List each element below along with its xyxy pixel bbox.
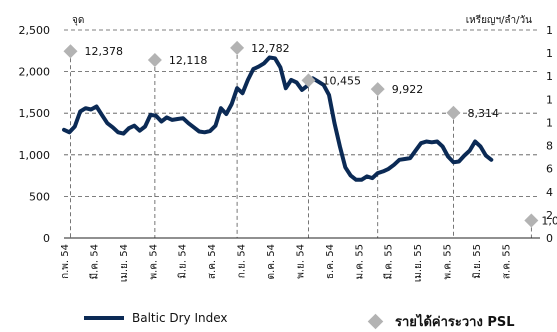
right-tick-label: 1	[546, 93, 553, 106]
x-tick-label: ธ.ค. 54	[325, 244, 336, 279]
marker-drop-lines	[70, 47, 532, 238]
psl-marker	[524, 213, 539, 228]
legend-line-swatch	[84, 316, 124, 320]
series-baltic-dry-index	[62, 55, 494, 182]
x-tick-label: มี.ค. 54	[88, 244, 100, 280]
x-tick-label: พ.ย. 54	[295, 244, 306, 279]
psl-data-label: 12,118	[169, 54, 208, 67]
x-tick-label: เม.ย. 54	[119, 244, 130, 282]
y-tick-label: 2,000	[19, 66, 51, 79]
right-tick-label: 1	[546, 116, 553, 129]
psl-data-label: 8,314	[467, 107, 499, 120]
x-tick-label: ม.ค. 55	[354, 244, 365, 280]
psl-data-label: 10,455	[322, 74, 361, 87]
x-tick-label: มิ.ย. 54	[178, 244, 189, 279]
psl-marker	[63, 44, 78, 59]
x-tick-label: ส.ค. 54	[207, 244, 218, 279]
y-tick-label: 0	[43, 232, 50, 245]
legend-diamond-swatch	[367, 313, 384, 330]
x-tick-label: ก.พ. 54	[60, 244, 71, 279]
y-tick-label: 2,500	[19, 24, 51, 37]
bdi-line	[62, 55, 494, 182]
y-tick-label: 1,500	[19, 107, 51, 120]
x-tick-label: ส.ค. 55	[501, 244, 512, 279]
legend-line-label: Baltic Dry Index	[132, 311, 228, 325]
right-tick-label: 1	[546, 24, 553, 37]
right-axis-ticks: 0 2 4 6 8 1 1 1 1 1	[546, 24, 553, 245]
x-tick-label: มี.ค. 55	[383, 244, 395, 280]
psl-marker	[301, 73, 316, 88]
x-tick-label: พ.ค. 55	[443, 244, 454, 280]
legend-item-marker: รายได้ค่าระวาง PSL	[367, 311, 515, 332]
x-tick-label: ต.ค. 54	[266, 244, 277, 279]
x-tick-label: พ.ค. 54	[148, 244, 159, 280]
right-tick-label: 8	[546, 140, 553, 153]
psl-data-label: 1,021	[541, 215, 557, 228]
legend-item-line: Baltic Dry Index	[84, 311, 228, 325]
x-tick-label: มิ.ย. 55	[472, 244, 483, 279]
psl-marker	[147, 52, 162, 67]
right-tick-label: 1	[546, 47, 553, 60]
legend-marker-label: รายได้ค่าระวาง PSL	[395, 315, 515, 330]
y-tick-label: 500	[29, 190, 50, 203]
right-tick-label: 2	[546, 209, 553, 222]
right-axis-unit: เหรียญฯ/ลำ/วัน	[466, 14, 532, 26]
y-tick-label: 1,000	[19, 149, 51, 162]
right-tick-label: 4	[546, 186, 553, 199]
x-axis-ticks: ก.พ. 54 มี.ค. 54 เม.ย. 54 พ.ค. 54 มิ.ย. 54 ส.…	[60, 244, 512, 282]
x-tick-label: เม.ย. 55	[413, 244, 424, 282]
psl-data-label: 12,782	[251, 42, 290, 55]
left-axis-unit: จุด	[72, 15, 84, 26]
chart-svg: 0 500 1,000 1,500 2,000 2,500 0 2 4 6 8 1 1 1 1 1 ก.พ.…	[19, 14, 557, 282]
psl-marker	[370, 82, 385, 97]
right-tick-label: 0	[546, 232, 553, 245]
left-axis-ticks: 0 500 1,000 1,500 2,000 2,500	[19, 24, 51, 245]
x-tick-label: ก.ย. 54	[237, 244, 248, 278]
grid-lines	[64, 29, 540, 197]
psl-marker	[446, 105, 461, 120]
psl-data-label: 9,922	[392, 83, 424, 96]
psl-data-label: 12,378	[84, 45, 123, 58]
right-tick-label: 1	[546, 70, 553, 83]
series-psl-freight-markers: 12,378 12,118 12,782 10,455 9,922 8,314 1,021	[63, 40, 557, 228]
psl-marker	[230, 40, 245, 55]
legend: Baltic Dry Index รายได้ค่าระวาง PSL	[0, 311, 557, 332]
right-tick-label: 6	[546, 163, 553, 176]
